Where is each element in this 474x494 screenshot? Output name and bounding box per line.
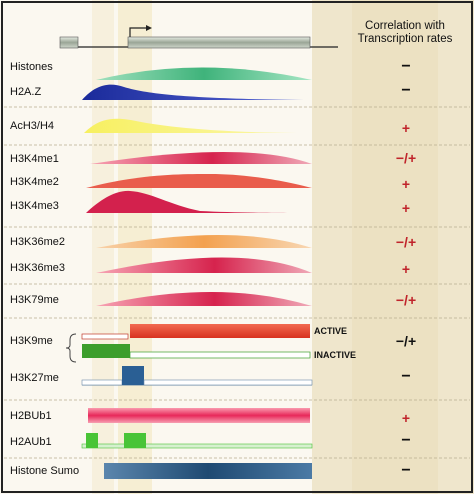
correlation-ach3h4: + bbox=[401, 120, 411, 136]
correlation-h3k27me: − bbox=[401, 368, 411, 385]
row-label-h3k4me1: H3K4me1 bbox=[10, 153, 59, 165]
h3k36me3-profile bbox=[96, 257, 312, 273]
histones-profile bbox=[96, 67, 312, 80]
correlation-h3k4me3: + bbox=[401, 200, 411, 216]
gene-schematic bbox=[59, 25, 338, 49]
h3k9me-active-label: ACTIVE bbox=[314, 326, 348, 336]
row-label-h3k4me3: H3K4me3 bbox=[10, 200, 59, 212]
row-label-h3k36me3: H3K36me3 bbox=[10, 262, 66, 274]
h2aub1-peak-1 bbox=[86, 433, 98, 448]
correlation-h3k9me: −/+ bbox=[395, 333, 417, 349]
h2bub1-bar bbox=[88, 408, 310, 423]
correlation-h3k4me2: + bbox=[401, 176, 411, 192]
row-label-h2bub1: H2BUb1 bbox=[10, 410, 52, 422]
h2az-profile bbox=[82, 84, 312, 100]
correlation-h2bub1: + bbox=[401, 410, 411, 426]
row-label-h2az: H2A.Z bbox=[10, 86, 42, 98]
correlation-h3k36me2: −/+ bbox=[395, 234, 417, 250]
correlation-histones: − bbox=[401, 58, 411, 75]
row-label-h2aub1: H2AUb1 bbox=[10, 436, 52, 448]
h2aub1-peak-2 bbox=[124, 433, 146, 448]
row-label-h3k4me2: H3K4me2 bbox=[10, 176, 59, 188]
row-label-h3k79me: H3K79me bbox=[10, 294, 59, 306]
correlation-h2az: − bbox=[401, 82, 411, 99]
row-label-h3k9me: H3K9me bbox=[10, 335, 53, 347]
correlation-h2aub1: − bbox=[401, 432, 411, 449]
correlation-h3k36me3: + bbox=[401, 261, 411, 277]
h3k27me-bar bbox=[122, 366, 144, 385]
histone-sumo-bar bbox=[104, 463, 312, 479]
h3k79me-profile bbox=[96, 292, 312, 306]
correlation-h3k4me1: −/+ bbox=[395, 150, 417, 166]
h3k9me-active-bar bbox=[130, 324, 310, 338]
row-label-ach3h4: AcH3/H4 bbox=[10, 120, 55, 132]
correlation-histone-sumo: − bbox=[401, 462, 411, 479]
row-label-h3k36me2: H3K36me2 bbox=[10, 236, 66, 248]
correlation-h3k79me: −/+ bbox=[395, 292, 417, 308]
h3k36me2-profile bbox=[96, 235, 312, 248]
h3k9me-inactive-bar bbox=[82, 344, 130, 358]
correlation-header: Correlation with Transcription rates bbox=[340, 20, 470, 46]
h3k9me-inactive-label: INACTIVE bbox=[314, 350, 357, 360]
h3k4me3-profile bbox=[86, 190, 312, 213]
correlation-header-line1: Correlation with bbox=[365, 20, 445, 32]
ach3h4-profile bbox=[84, 118, 312, 133]
row-label-h3k27me: H3K27me bbox=[10, 372, 59, 384]
h3k4me1-profile bbox=[90, 152, 312, 164]
correlation-header-line2: Transcription rates bbox=[357, 33, 453, 45]
h3k4me2-profile bbox=[86, 174, 312, 188]
row-label-histone-sumo: Histone Sumo bbox=[10, 465, 80, 477]
row-label-histones: Histones bbox=[10, 61, 53, 73]
